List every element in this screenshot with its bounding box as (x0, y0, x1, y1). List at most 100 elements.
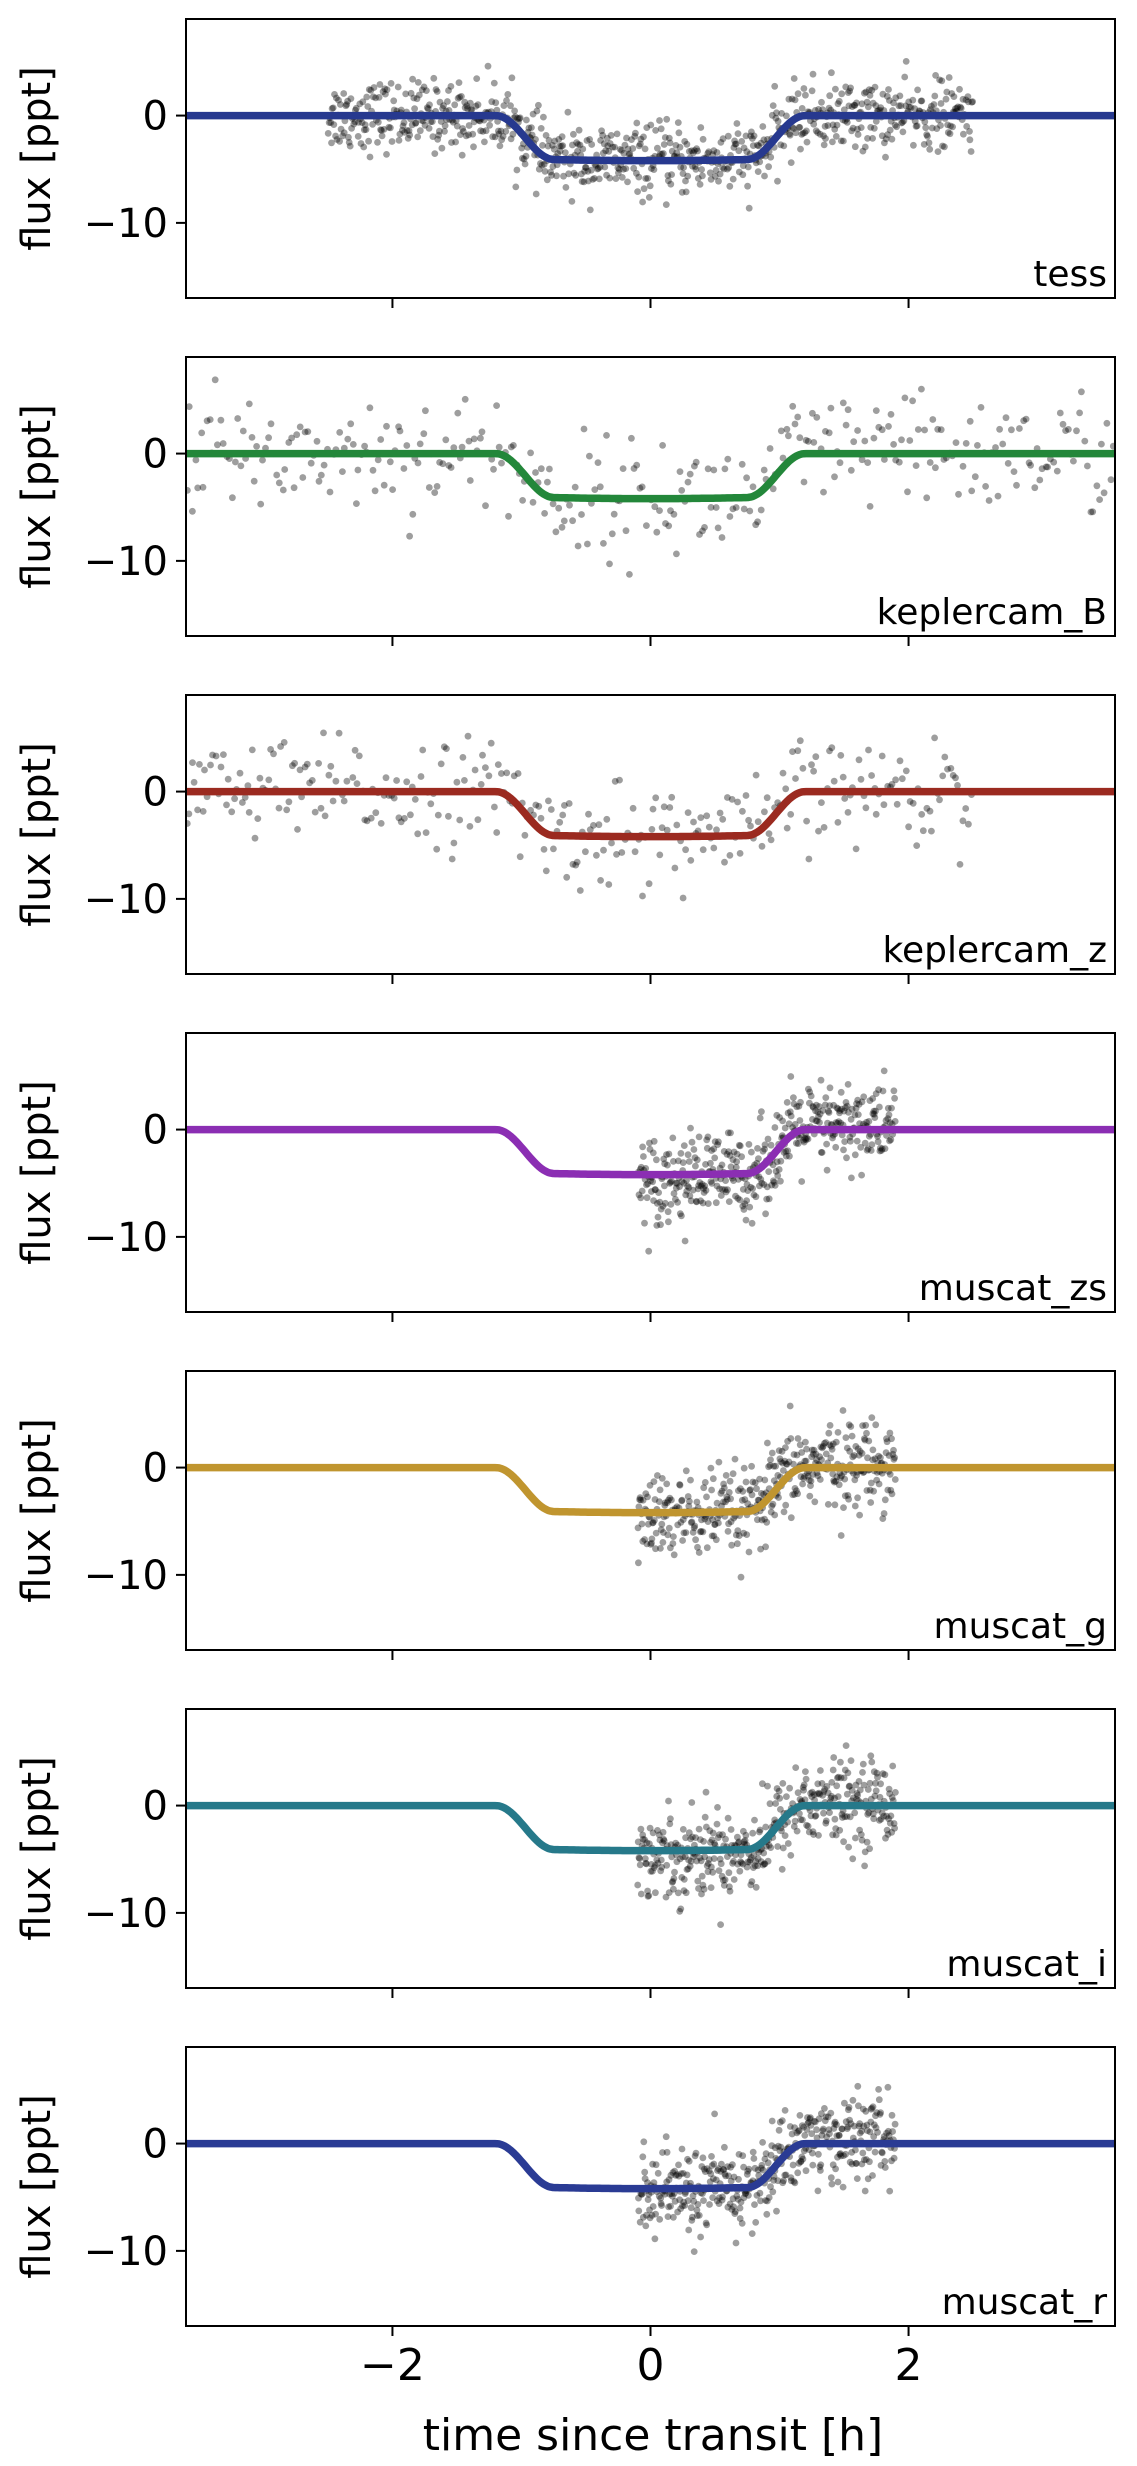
plot-area (186, 1742, 1115, 1928)
data-point (872, 1421, 880, 1429)
data-point (514, 770, 522, 777)
data-point (843, 1813, 851, 1820)
data-point (805, 1828, 813, 1836)
data-point (732, 1164, 740, 1171)
data-point (888, 781, 896, 788)
data-point (682, 177, 689, 185)
data-point (751, 2201, 758, 2209)
data-point (578, 178, 586, 185)
data-point (795, 1134, 803, 1142)
data-point (791, 1121, 799, 1128)
data-point (701, 524, 708, 531)
data-point (757, 1175, 765, 1183)
data-point (730, 1857, 737, 1865)
data-point (710, 2160, 718, 2168)
data-point (735, 1141, 743, 1149)
data-point (865, 1118, 873, 1125)
data-point (722, 1177, 729, 1184)
data-point (816, 1453, 823, 1461)
data-point (690, 1524, 698, 1532)
data-point (743, 2170, 751, 2178)
data-point (273, 471, 281, 479)
data-point (887, 1812, 895, 1820)
data-point (770, 2177, 778, 2184)
data-point (866, 2158, 873, 2166)
data-point (724, 165, 731, 173)
data-point (778, 1447, 786, 1455)
data-point (878, 132, 886, 140)
data-point (798, 2153, 806, 2161)
data-point (748, 1462, 755, 1470)
data-point (646, 1482, 654, 1489)
data-point (1098, 440, 1105, 448)
data-point (651, 1517, 658, 1524)
data-point (782, 1147, 790, 1155)
data-point (1084, 462, 1091, 470)
data-point (745, 1141, 753, 1148)
data-point (361, 816, 369, 824)
data-point (861, 1436, 869, 1444)
data-point (822, 1819, 830, 1827)
data-point (777, 1157, 785, 1165)
data-point (954, 782, 961, 789)
data-point (555, 136, 563, 143)
data-point (863, 1146, 871, 1154)
data-point (675, 2161, 682, 2169)
data-point (731, 2208, 739, 2216)
data-point (684, 2155, 691, 2163)
data-point (769, 102, 777, 109)
data-point (844, 809, 852, 816)
data-point (416, 440, 424, 448)
data-point (848, 1432, 856, 1440)
data-point (752, 1883, 760, 1891)
data-point (655, 1831, 663, 1839)
data-point (802, 1768, 809, 1775)
data-point (635, 1503, 643, 1511)
data-point (708, 2162, 716, 2169)
data-point (641, 2168, 649, 2176)
data-point (684, 1865, 692, 1873)
data-point (833, 2132, 841, 2140)
data-point (705, 148, 713, 156)
data-point (700, 1838, 707, 1845)
data-point (248, 746, 256, 754)
data-point (726, 513, 734, 520)
data-point (776, 2147, 784, 2155)
data-point (564, 108, 572, 116)
data-point (642, 1490, 650, 1498)
data-point (826, 747, 833, 755)
data-point (397, 106, 405, 114)
data-point (665, 177, 672, 185)
data-point (363, 93, 371, 101)
data-point (535, 165, 543, 173)
data-point (872, 118, 880, 125)
data-point (819, 1107, 827, 1114)
data-point (828, 1792, 835, 1800)
data-point (692, 1834, 699, 1841)
data-point (355, 118, 362, 126)
data-point (735, 1838, 743, 1846)
data-point (666, 139, 674, 147)
data-point (444, 98, 451, 105)
data-point (854, 1111, 862, 1118)
data-point (890, 1455, 898, 1463)
data-point (698, 1872, 706, 1880)
data-point (800, 1138, 808, 1146)
data-point (682, 1889, 690, 1897)
data-point (737, 1858, 744, 1865)
data-point (956, 861, 964, 868)
data-point (771, 82, 779, 90)
data-point (891, 121, 899, 129)
data-point (723, 1493, 731, 1501)
data-point (811, 1812, 819, 1820)
data-point (888, 2157, 895, 2165)
data-point (732, 2239, 740, 2247)
data-point (463, 102, 471, 110)
data-point (964, 93, 972, 101)
data-point (701, 2168, 709, 2176)
data-point (880, 2133, 888, 2140)
data-point (448, 139, 455, 146)
data-point (761, 1141, 769, 1149)
data-point (763, 2210, 771, 2218)
data-point (860, 1781, 868, 1789)
